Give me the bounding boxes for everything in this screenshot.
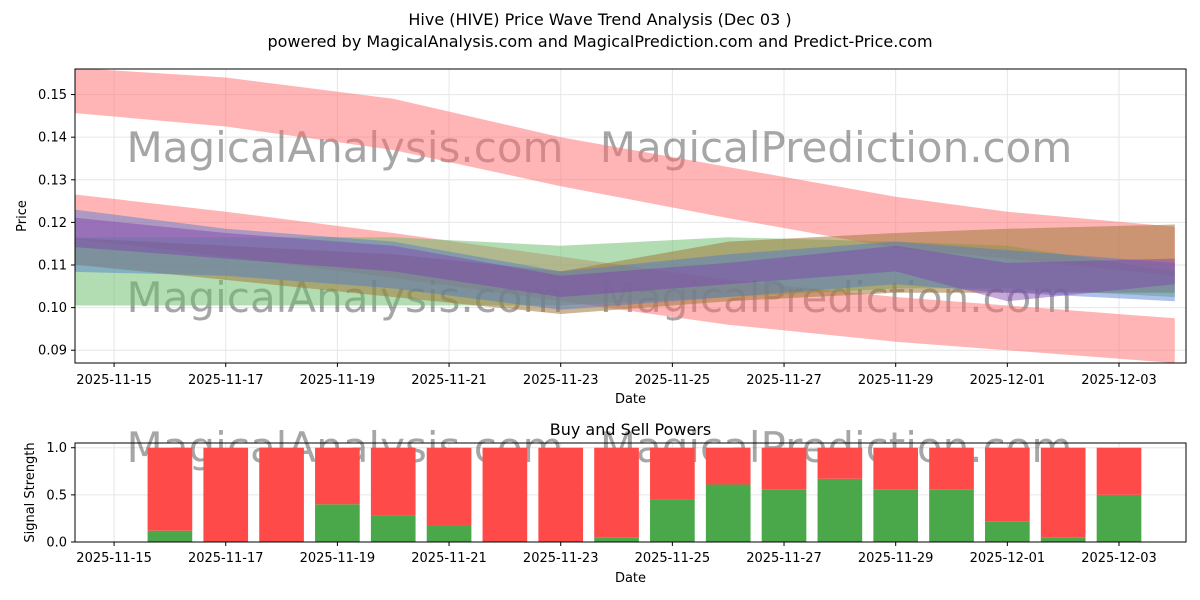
x-tick-label: 2025-11-17 [188,551,264,566]
x-tick-label: 2025-11-27 [746,551,822,566]
sell-bar [426,447,472,526]
x-axis-label: Date [615,571,646,586]
sell-bar [929,447,974,490]
sell-bar [817,447,863,479]
buy-bar [873,489,919,542]
sell-bar [1040,447,1086,538]
band-brown-band [75,224,1175,314]
y-tick-label: 0.15 [38,88,67,103]
sell-bar [873,447,919,490]
buy-bar [985,521,1030,542]
y-tick-label: 0.10 [38,301,67,316]
sell-bar [985,447,1030,522]
buy-bar [426,525,472,542]
signal-chart-title: Buy and Sell Powers [550,420,712,439]
x-tick-label: 2025-12-03 [1081,551,1157,566]
sell-bar [259,447,304,542]
sell-bar [761,447,807,490]
sell-bar [538,447,584,542]
band-blue-band [75,209,1175,310]
buy-bar [594,537,639,542]
sell-bar [147,447,193,531]
buy-bar [1040,537,1086,542]
sell-bar [705,447,751,485]
plot-frame [74,68,1187,364]
y-tick-label: 0.5 [46,488,67,503]
chart-title: Hive (HIVE) Price Wave Trend Analysis (D… [408,10,791,29]
buy-bar [147,530,193,542]
buy-bar [705,484,751,542]
y-tick-label: 0.12 [38,216,67,231]
x-tick-label: 2025-11-21 [411,373,487,388]
x-tick-label: 2025-12-01 [970,373,1046,388]
buy-bar [315,504,360,542]
buy-bar [1096,494,1142,542]
band-group [75,69,1175,363]
y-axis-label: Price [15,200,30,232]
y-tick-label: 0.11 [38,259,67,274]
sell-bar [1096,447,1142,495]
x-tick-label: 2025-11-23 [523,373,599,388]
x-tick-label: 2025-11-19 [300,551,376,566]
x-tick-label: 2025-12-01 [970,551,1046,566]
sell-bar [650,447,695,500]
x-tick-label: 2025-11-15 [76,551,152,566]
y-tick-label: 0.0 [46,536,67,551]
sell-bar [594,447,639,538]
buy-bar [929,489,974,542]
y-axis-label: Signal Strength [23,442,38,542]
y-tick-label: 1.0 [46,441,67,456]
x-tick-label: 2025-11-27 [746,373,822,388]
x-tick-label: 2025-11-29 [858,373,934,388]
sell-bar [482,447,528,542]
band-upper-red-band [75,69,1175,276]
price-panel: MagicalAnalysis.com MagicalPrediction.com… [15,68,1187,407]
chart-subtitle: powered by MagicalAnalysis.com and Magic… [267,32,932,51]
sell-bar [315,447,360,505]
x-tick-label: 2025-11-21 [411,551,487,566]
y-tick-label: 0.14 [38,131,67,146]
x-tick-label: 2025-11-17 [188,373,264,388]
buy-bar [817,478,863,542]
x-tick-label: 2025-12-03 [1081,373,1157,388]
x-axis-label: Date [615,392,646,407]
sell-bar [370,447,416,516]
y-tick-label: 0.13 [38,173,67,188]
x-tick-label: 2025-11-23 [523,551,599,566]
y-tick-label: 0.09 [38,344,67,359]
signal-frame [74,442,1187,543]
x-tick-label: 2025-11-19 [300,373,376,388]
x-tick-label: 2025-11-15 [76,373,152,388]
x-tick-label: 2025-11-25 [635,551,711,566]
band-purple-band [75,217,1175,302]
buy-bar [370,515,416,542]
x-tick-label: 2025-11-29 [858,551,934,566]
buy-bar [761,489,807,542]
sell-bar [203,447,249,542]
x-tick-label: 2025-11-25 [635,373,711,388]
buy-bar [650,499,695,542]
